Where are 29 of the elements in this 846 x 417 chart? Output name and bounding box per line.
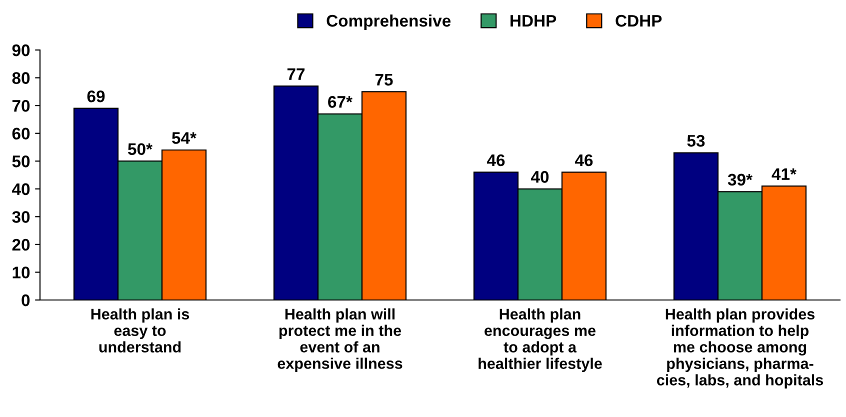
y-tick-label: 0 <box>22 294 30 306</box>
y-tick-label: 30 <box>12 211 30 223</box>
y-tick-label: 10 <box>12 266 30 278</box>
x-tick-label: Health plan encourages me to adopt a healthier lifestyle <box>478 308 602 372</box>
legend-label: HDHP <box>510 15 556 27</box>
y-tick-label: 20 <box>12 238 30 251</box>
x-tick-label: Health plan provides information to help me choose among physicians, pharma- cies, labs, and hopitals <box>656 308 824 388</box>
legend-label: CDHP <box>616 14 662 27</box>
data-label: 40 <box>530 171 549 183</box>
data-label: 50* <box>128 143 152 156</box>
data-label: 69 <box>87 90 105 102</box>
data-label: 53 <box>687 134 705 147</box>
y-tick-label: 90 <box>12 44 30 56</box>
data-label: 46 <box>486 154 505 166</box>
y-tick-label: 70 <box>12 100 30 112</box>
data-label: 41* <box>772 168 796 180</box>
y-tick-label: 50 <box>12 156 30 168</box>
data-label: 75 <box>375 74 393 86</box>
data-label: 67* <box>328 96 352 108</box>
x-tick-label: Health plan will protect me in the event of an expensive illness <box>278 308 402 372</box>
data-label: 54* <box>172 132 196 144</box>
x-tick-label: Health plan is easy to understand <box>91 308 190 352</box>
y-tick-label: 60 <box>12 128 30 140</box>
y-tick-label: 40 <box>12 183 30 196</box>
data-label: 77 <box>287 68 305 80</box>
legend-label: Comprehensive <box>326 14 451 30</box>
data-label: 39* <box>728 174 752 186</box>
y-tick-label: 80 <box>12 72 30 84</box>
data-label: 46 <box>574 154 593 166</box>
